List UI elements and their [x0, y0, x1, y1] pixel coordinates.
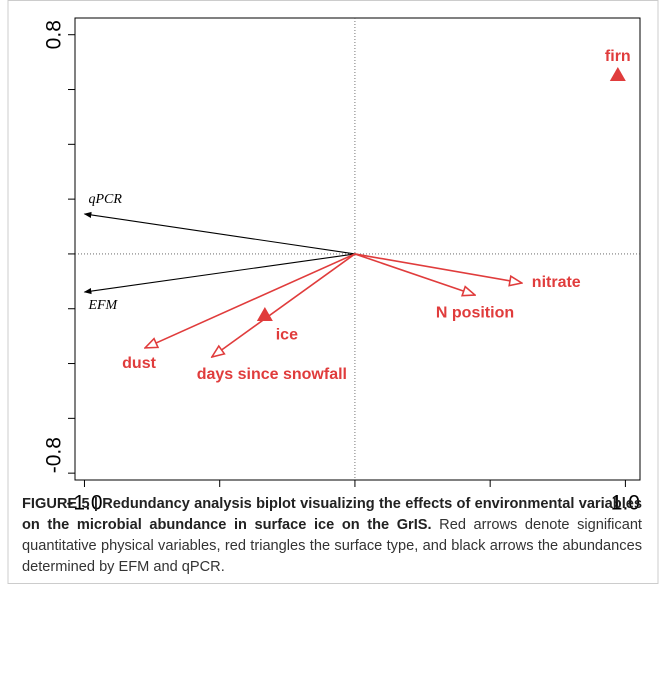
caption-bold: Redundancy analysis biplot visualizing t… [22, 496, 642, 533]
point-triangle [609, 66, 626, 81]
y-tick-label: 0.8 [43, 20, 66, 49]
vector-arrow [354, 253, 522, 283]
vector-label: EFM [87, 298, 118, 313]
vector-arrow [83, 211, 356, 255]
point-label: ice [276, 326, 298, 343]
point-triangle [256, 307, 273, 322]
vector-label: nitrate [532, 274, 581, 291]
vector-arrow [83, 253, 356, 295]
vector-arrow [212, 253, 356, 357]
plot-frame [74, 17, 641, 481]
vector-label: N position [436, 304, 514, 321]
caption-text: Red arrows denote significant quantitati… [22, 517, 642, 575]
vector-arrow [354, 253, 475, 295]
x-tick-label: -1.0 [66, 492, 102, 515]
vector-label: qPCR [88, 192, 122, 207]
vector-label: days since snowfall [197, 366, 347, 383]
figure-frame [7, 0, 659, 584]
vector-arrow [145, 253, 356, 348]
point-label: firn [605, 48, 631, 65]
caption: FIGURE 5 | Redundancy analysis biplot vi… [22, 494, 642, 578]
x-tick-label: 1.0 [611, 492, 640, 515]
vector-label: dust [122, 355, 156, 372]
y-tick-label: -0.8 [43, 437, 66, 473]
caption-label: FIGURE 5 | [22, 496, 98, 512]
